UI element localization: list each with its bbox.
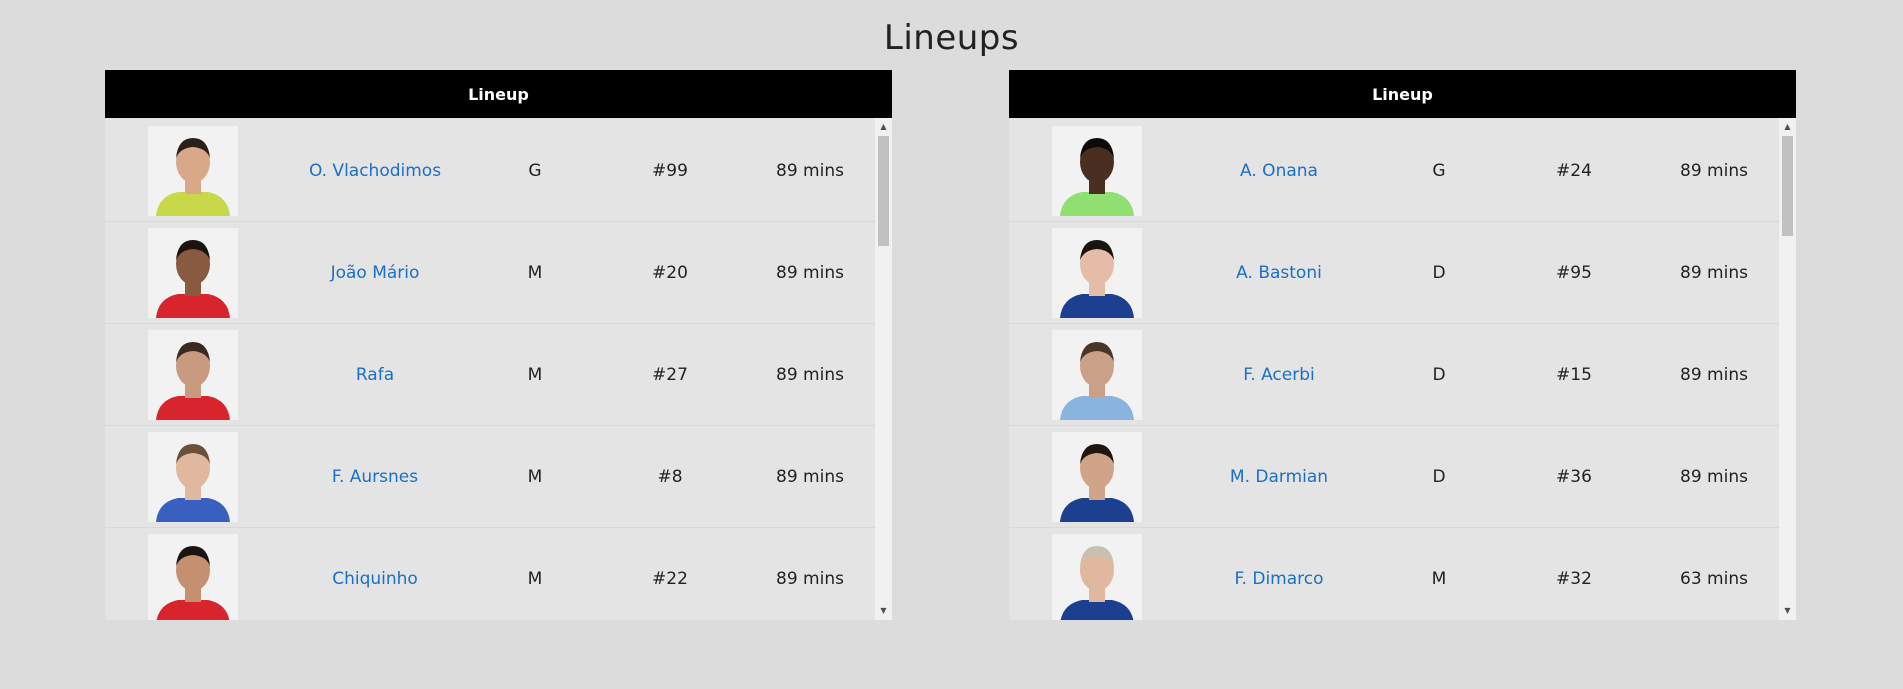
player-minutes: 89 mins <box>1680 364 1748 385</box>
player-position: M <box>527 466 543 487</box>
player-minutes: 89 mins <box>776 160 844 181</box>
player-number: #27 <box>652 364 688 385</box>
player-photo <box>1052 431 1142 522</box>
player-row: F. Dimarco M #32 63 mins <box>1009 528 1779 620</box>
scroll-down-arrow-icon[interactable]: ▼ <box>1784 606 1791 615</box>
player-row: Rafa M #27 89 mins <box>105 324 875 426</box>
scroll-thumb[interactable] <box>1782 136 1793 236</box>
player-minutes: 89 mins <box>776 364 844 385</box>
player-number: #8 <box>657 466 683 487</box>
player-position: D <box>1432 364 1446 385</box>
player-position: M <box>1431 568 1447 589</box>
player-photo <box>148 125 238 216</box>
player-minutes: 89 mins <box>776 568 844 589</box>
player-row: F. Aursnes M #8 89 mins <box>105 426 875 528</box>
player-position: G <box>1432 160 1446 181</box>
player-photo <box>148 431 238 522</box>
player-number: #15 <box>1556 364 1592 385</box>
lineup-header: Lineup <box>1009 70 1796 118</box>
player-photo <box>1052 227 1142 318</box>
lineup-header: Lineup <box>105 70 892 118</box>
player-minutes: 89 mins <box>776 466 844 487</box>
player-number: #20 <box>652 262 688 283</box>
player-name-link[interactable]: M. Darmian <box>1229 466 1329 487</box>
player-name-link[interactable]: F. Acerbi <box>1243 364 1315 385</box>
player-photo <box>148 227 238 318</box>
scroll-up-arrow-icon[interactable]: ▲ <box>1784 122 1791 131</box>
player-row: João Mário M #20 89 mins <box>105 222 875 324</box>
player-position: D <box>1432 262 1446 283</box>
player-photo <box>1052 329 1142 420</box>
player-minutes: 89 mins <box>1680 466 1748 487</box>
player-name-link[interactable]: F. Dimarco <box>1234 568 1324 589</box>
player-name-link[interactable]: A. Bastoni <box>1236 262 1322 283</box>
player-row: M. Darmian D #36 89 mins <box>1009 426 1779 528</box>
vertical-scrollbar[interactable]: ▲ ▼ <box>1779 118 1796 620</box>
player-photo <box>148 329 238 420</box>
lineup-table[interactable]: O. Vlachodimos G #99 89 mins João Mário M #20 8… <box>105 118 892 620</box>
player-number: #24 <box>1556 160 1592 181</box>
scroll-up-arrow-icon[interactable]: ▲ <box>880 122 887 131</box>
vertical-scrollbar[interactable]: ▲ ▼ <box>875 118 892 620</box>
player-number: #95 <box>1556 262 1592 283</box>
player-rows: A. Onana G #24 89 mins A. Bastoni D #95 89 mins… <box>1009 118 1779 620</box>
player-minutes: 63 mins <box>1680 568 1748 589</box>
lineup-panel-home: Lineup O. Vlachodimos G #99 89 mins João Már… <box>105 70 892 620</box>
player-minutes: 89 mins <box>1680 160 1748 181</box>
player-row: Chiquinho M #22 89 mins <box>105 528 875 620</box>
player-name-link[interactable]: O. Vlachodimos <box>308 160 442 181</box>
player-number: #36 <box>1556 466 1592 487</box>
player-row: A. Onana G #24 89 mins <box>1009 120 1779 222</box>
player-name-link[interactable]: F. Aursnes <box>331 466 419 487</box>
player-number: #99 <box>652 160 688 181</box>
player-number: #22 <box>652 568 688 589</box>
player-position: M <box>527 364 543 385</box>
player-photo <box>148 533 238 620</box>
player-name-link[interactable]: João Mário <box>330 262 420 283</box>
player-row: A. Bastoni D #95 89 mins <box>1009 222 1779 324</box>
player-name-link[interactable]: A. Onana <box>1240 160 1318 181</box>
player-row: F. Acerbi D #15 89 mins <box>1009 324 1779 426</box>
player-minutes: 89 mins <box>1680 262 1748 283</box>
player-position: D <box>1432 466 1446 487</box>
player-name-link[interactable]: Rafa <box>355 364 395 385</box>
player-position: G <box>528 160 542 181</box>
lineup-table[interactable]: A. Onana G #24 89 mins A. Bastoni D #95 89 mins… <box>1009 118 1796 620</box>
scroll-thumb[interactable] <box>878 136 889 246</box>
player-photo <box>1052 533 1142 620</box>
player-minutes: 89 mins <box>776 262 844 283</box>
page-title: Lineups <box>883 18 1020 58</box>
player-row: O. Vlachodimos G #99 89 mins <box>105 120 875 222</box>
lineup-panel-away: Lineup A. Onana G #24 89 mins A. Bastoni D #95… <box>1009 70 1796 620</box>
player-position: M <box>527 262 543 283</box>
player-photo <box>1052 125 1142 216</box>
scroll-down-arrow-icon[interactable]: ▼ <box>880 606 887 615</box>
player-rows: O. Vlachodimos G #99 89 mins João Mário M #20 8… <box>105 118 875 620</box>
player-number: #32 <box>1556 568 1592 589</box>
player-name-link[interactable]: Chiquinho <box>332 568 418 589</box>
player-position: M <box>527 568 543 589</box>
